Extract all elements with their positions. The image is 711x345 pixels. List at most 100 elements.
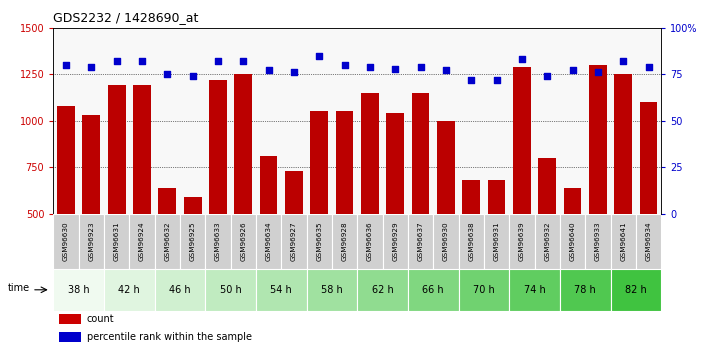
Text: 66 h: 66 h (422, 285, 444, 295)
Point (263, 68, 274, 73)
Bar (459, 269, 509, 310)
Bar (535, 214, 560, 269)
Bar (488, 180, 506, 307)
Text: GSM96929: GSM96929 (392, 222, 398, 261)
Bar (235, 74, 252, 307)
Text: GSM96640: GSM96640 (570, 222, 576, 261)
Point (237, 58, 249, 64)
Bar (154, 214, 180, 269)
Text: 42 h: 42 h (119, 285, 140, 295)
Bar (129, 214, 155, 269)
Text: GSM96637: GSM96637 (417, 222, 424, 261)
Point (618, 58, 629, 64)
Point (288, 70, 299, 75)
Text: GSM96931: GSM96931 (493, 222, 500, 261)
Bar (306, 269, 357, 310)
Bar (79, 214, 104, 269)
Bar (209, 80, 227, 307)
Text: GSM96641: GSM96641 (620, 222, 626, 261)
Bar (306, 214, 332, 269)
Text: GSM96639: GSM96639 (519, 222, 525, 261)
Point (643, 64, 654, 69)
Point (466, 77, 477, 82)
Bar (183, 197, 201, 307)
Text: 38 h: 38 h (68, 285, 90, 295)
Bar (180, 214, 205, 269)
Bar (437, 121, 455, 307)
Point (491, 77, 502, 82)
Text: GSM96927: GSM96927 (291, 222, 297, 261)
Text: GSM96923: GSM96923 (88, 222, 95, 261)
Text: 82 h: 82 h (625, 285, 647, 295)
Bar (538, 158, 556, 307)
Bar (459, 214, 484, 269)
Bar (433, 214, 459, 269)
Bar (611, 214, 636, 269)
Point (440, 68, 451, 73)
Text: GSM96636: GSM96636 (367, 222, 373, 261)
Text: GSM96925: GSM96925 (190, 222, 196, 261)
Bar (361, 93, 379, 307)
Bar (60, 314, 80, 324)
Text: 78 h: 78 h (574, 285, 596, 295)
Text: GSM96932: GSM96932 (544, 222, 550, 261)
Bar (159, 188, 176, 307)
Bar (513, 67, 531, 307)
Point (314, 53, 325, 58)
Text: GSM96638: GSM96638 (469, 222, 474, 261)
Point (161, 71, 173, 77)
Text: GSM96930: GSM96930 (443, 222, 449, 261)
Bar (509, 214, 535, 269)
Text: time: time (8, 283, 30, 293)
Bar (256, 269, 306, 310)
Bar (636, 214, 661, 269)
Text: 74 h: 74 h (524, 285, 545, 295)
Bar (386, 113, 404, 307)
Text: GSM96631: GSM96631 (114, 222, 119, 261)
Bar (589, 65, 606, 307)
Text: GSM96933: GSM96933 (595, 222, 601, 261)
Point (213, 58, 224, 64)
Point (111, 58, 122, 64)
Bar (82, 115, 100, 307)
Point (60, 62, 72, 68)
Text: GSM96635: GSM96635 (316, 222, 322, 261)
Text: 58 h: 58 h (321, 285, 343, 295)
Bar (108, 85, 126, 307)
Bar (408, 269, 459, 310)
Bar (611, 269, 661, 310)
Bar (564, 188, 582, 307)
Bar (285, 171, 303, 307)
Point (542, 73, 553, 79)
Point (516, 57, 528, 62)
Bar (53, 269, 104, 310)
Bar (282, 214, 306, 269)
Bar (205, 269, 256, 310)
Bar (53, 214, 79, 269)
Point (567, 68, 578, 73)
Point (592, 70, 604, 75)
Bar (357, 214, 383, 269)
Bar (154, 269, 205, 310)
Bar (133, 85, 151, 307)
Bar (408, 214, 433, 269)
Bar (332, 214, 358, 269)
Bar (256, 214, 282, 269)
Point (390, 66, 401, 71)
Text: 62 h: 62 h (372, 285, 393, 295)
Bar (640, 102, 658, 307)
Text: percentile rank within the sample: percentile rank within the sample (87, 332, 252, 342)
Text: 70 h: 70 h (473, 285, 495, 295)
Bar (205, 214, 230, 269)
Text: 54 h: 54 h (270, 285, 292, 295)
Bar (230, 214, 256, 269)
Bar (357, 269, 408, 310)
Text: GSM96630: GSM96630 (63, 222, 69, 261)
Text: 50 h: 50 h (220, 285, 242, 295)
Text: GSM96634: GSM96634 (266, 222, 272, 261)
Bar (336, 111, 353, 307)
Bar (60, 332, 80, 342)
Bar (509, 269, 560, 310)
Bar (260, 156, 277, 307)
Point (415, 64, 427, 69)
